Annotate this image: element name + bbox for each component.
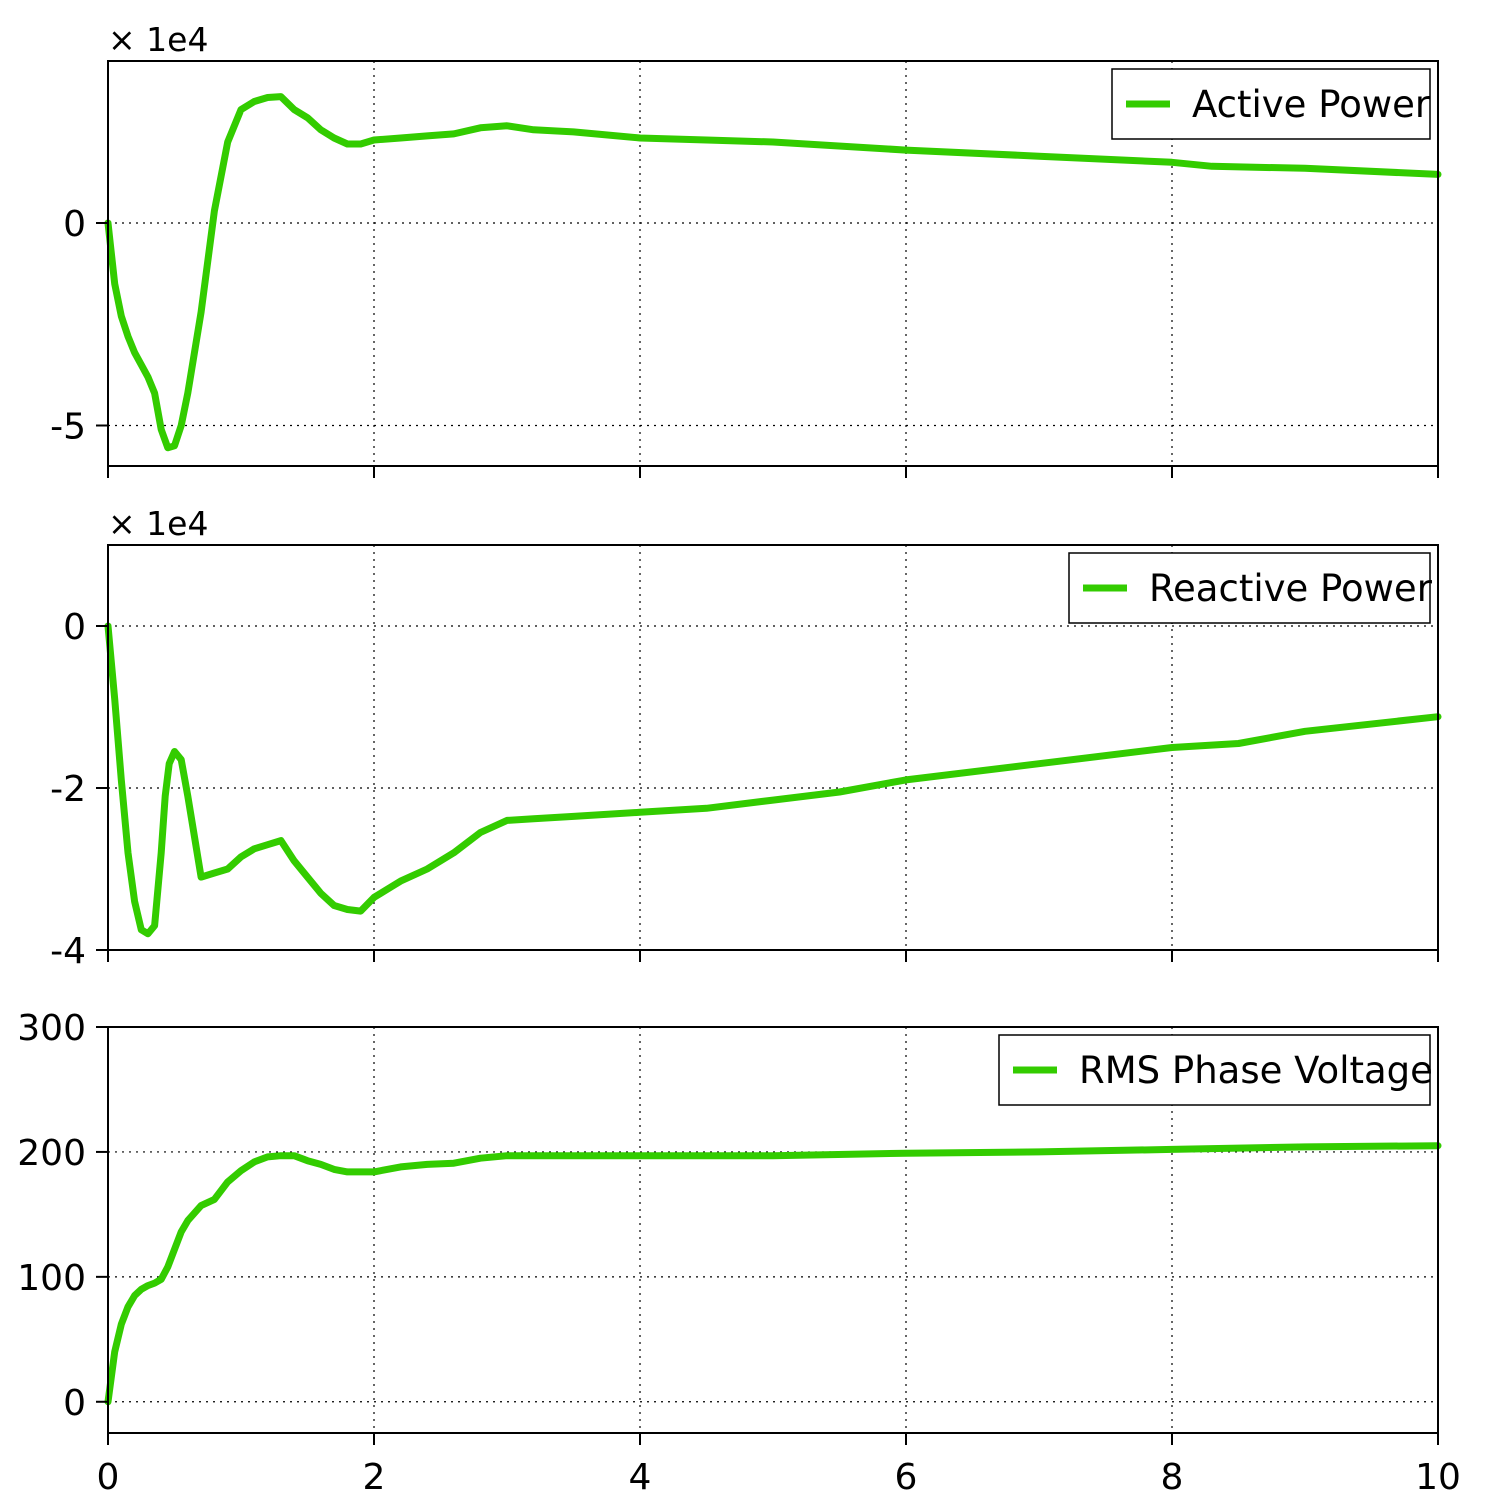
x-tick-label: 2 (363, 1457, 386, 1498)
chart-panel-1: 0 -5 × 1e4 Active Power (50, 20, 1442, 478)
chart-panel-2: 0 -2 -4 × 1e4 Reactive Power (50, 504, 1442, 972)
y-tick-label: 0 (63, 1383, 86, 1424)
y-tick-label: 0 (63, 204, 86, 245)
legend: RMS Phase Voltage (998, 1034, 1433, 1106)
legend-box (1068, 552, 1431, 624)
legend-label: Active Power (1192, 83, 1431, 126)
x-tick-label: 4 (629, 1457, 652, 1498)
x-tick-label: 10 (1415, 1457, 1461, 1498)
x-tick-label: 8 (1161, 1457, 1184, 1498)
axes-frame (107, 1026, 1439, 1434)
legend-box (998, 1034, 1431, 1106)
series-line-active-power (104, 93, 1442, 452)
axes-frame (107, 60, 1439, 467)
y-tick-label: -2 (50, 769, 86, 810)
y-tick-label: -4 (50, 931, 86, 972)
y-tick-label: 100 (17, 1258, 86, 1299)
chart-panel-3: 0 100 200 300 0 2 4 6 8 10 RMS Phase Voltage (17, 1008, 1461, 1498)
y-tick-label: 300 (17, 1008, 86, 1049)
legend-label: Reactive Power (1149, 567, 1433, 610)
x-tick-label: 6 (895, 1457, 918, 1498)
series-line-rms-phase-voltage (104, 1142, 1442, 1406)
axis-multiplier-label: × 1e4 (108, 20, 208, 59)
series-line-reactive-power (104, 622, 1442, 938)
x-tick-label: 0 (97, 1457, 120, 1498)
legend: Active Power (1111, 68, 1431, 140)
y-tick-label: 0 (63, 607, 86, 648)
y-tick-label: 200 (17, 1133, 86, 1174)
axes-frame (107, 544, 1439, 951)
y-tick-label: -5 (50, 407, 86, 448)
legend-label: RMS Phase Voltage (1079, 1049, 1433, 1092)
legend: Reactive Power (1068, 552, 1433, 624)
axis-multiplier-label: × 1e4 (108, 504, 208, 543)
